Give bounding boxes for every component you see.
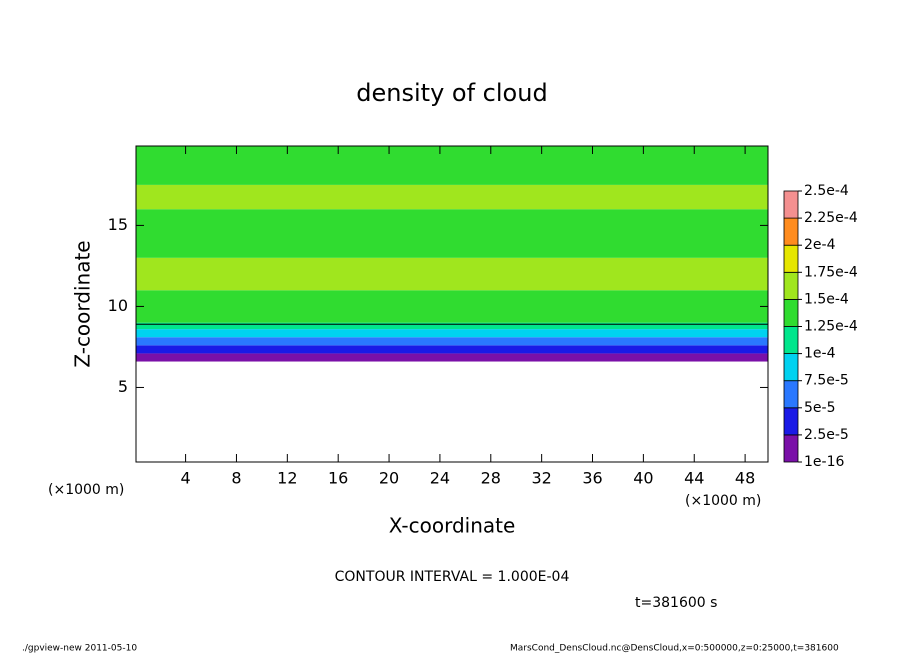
colorbar-box [783,271,799,300]
x-tick-label: 12 [277,469,297,488]
plot-frame [135,145,769,463]
x-tick-label: 48 [735,469,755,488]
x-tick-label: 16 [328,469,348,488]
colorbar-box [783,434,799,463]
y-tick-label: 15 [108,215,128,234]
footer-left: ./gpview-new 2011-05-10 [22,644,137,654]
contour-note: CONTOUR INTERVAL = 1.000E-04 [335,569,570,585]
colorbar-box [783,380,799,409]
x-tick-label: 32 [531,469,551,488]
colorbar-label: 2.5e-5 [804,427,849,443]
colorbar-label: 5e-5 [804,400,835,416]
colorbar-box [783,298,799,327]
colorbar-label: 1e-4 [804,346,836,362]
footer-right: MarsCond_DensCloud.nc@DensCloud,x=0:5000… [510,644,839,654]
x-tick-label: 8 [231,469,241,488]
time-note: t=381600 s [635,595,717,611]
colorbar-label: 2e-4 [804,237,836,253]
x-tick-label: 28 [481,469,501,488]
y-tick-label: 10 [108,296,128,315]
colorbar-label: 2.5e-4 [804,183,849,199]
density-band [136,209,768,258]
colorbar-label: 1e-16 [804,454,844,470]
y-unit: (×1000 m) [48,482,124,498]
colorbar-box [783,326,799,355]
density-band [136,184,768,210]
density-band [136,345,768,354]
colorbar-label: 1.5e-4 [804,291,849,307]
colorbar-label: 1.25e-4 [804,319,858,335]
x-tick-label: 40 [633,469,653,488]
colorbar-box [783,353,799,382]
colorbar-label: 1.75e-4 [804,264,858,280]
x-unit: (×1000 m) [685,493,761,509]
x-tick-label: 36 [582,469,602,488]
density-band [136,353,768,362]
density-band [136,146,768,185]
x-tick-label: 20 [379,469,399,488]
colorbar-label: 2.25e-4 [804,210,858,226]
density-band [136,329,768,338]
density-band [136,257,768,291]
colorbar-box [783,190,799,219]
x-tick-label: 24 [430,469,450,488]
density-band [136,290,768,323]
density-band [136,337,768,346]
colorbar-box [783,407,799,436]
colorbar-box [783,217,799,246]
x-tick-label: 4 [180,469,190,488]
x-axis-label: X-coordinate [389,514,516,538]
colorbar-box [783,244,799,273]
chart-title: density of cloud [356,79,547,107]
y-axis-label: Z-coordinate [71,240,95,367]
density-band [136,322,768,330]
y-tick-label: 5 [118,377,128,396]
x-tick-label: 44 [684,469,704,488]
colorbar-label: 7.5e-5 [804,373,849,389]
